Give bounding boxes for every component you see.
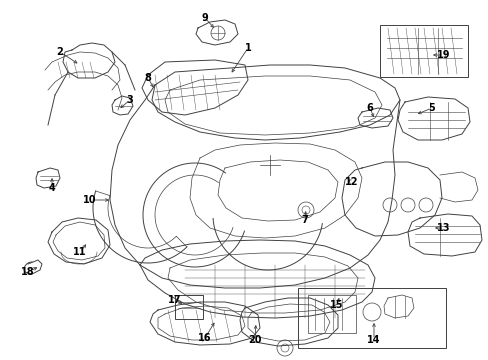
Text: 19: 19 [436,50,450,60]
Text: 20: 20 [248,335,261,345]
Text: 9: 9 [201,13,208,23]
Bar [175,295,203,319]
Text: 11: 11 [73,247,86,257]
Text: 8: 8 [144,73,151,83]
Text: 5: 5 [428,103,434,113]
Text: 12: 12 [345,177,358,187]
Text: 14: 14 [366,335,380,345]
Bar [297,288,445,348]
Text: 3: 3 [126,95,133,105]
Text: 7: 7 [301,215,308,225]
Text: 2: 2 [57,47,63,57]
Text: 17: 17 [168,295,182,305]
Text: 18: 18 [21,267,35,277]
Text: 10: 10 [83,195,97,205]
Text: 4: 4 [48,183,55,193]
Text: 16: 16 [198,333,211,343]
Bar [307,295,355,333]
Text: 1: 1 [244,43,251,53]
Bar [379,25,467,77]
Text: 6: 6 [366,103,373,113]
Text: 13: 13 [436,223,450,233]
Text: 15: 15 [329,300,343,310]
